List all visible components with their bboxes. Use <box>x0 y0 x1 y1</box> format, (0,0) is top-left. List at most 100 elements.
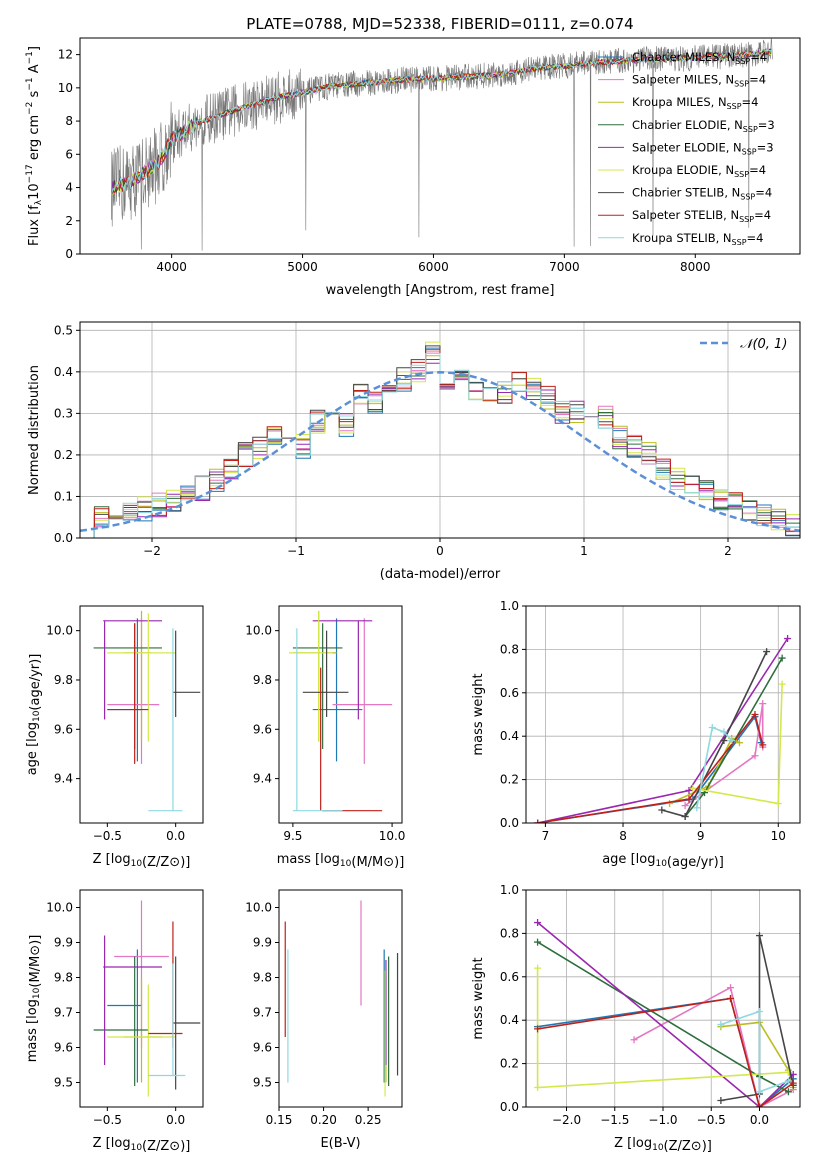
series-chabrier-stelib-marker <box>658 806 666 814</box>
age-vs-Z-ytick-label: 10.0 <box>46 624 73 638</box>
spectrum-ytick-label: 10 <box>58 81 73 95</box>
weight-vs-age-ytick-label: 0.4 <box>500 729 519 743</box>
weight-vs-age-ytick-label: 0.0 <box>500 816 519 830</box>
series-chabrier-elodie-marker <box>534 938 542 946</box>
series-salpeter-miles-marker <box>630 1036 638 1044</box>
mass-vs-Z-ytick-label: 9.5 <box>54 1076 73 1090</box>
spectrum-xlabel: wavelength [Angstrom, rest frame] <box>326 283 555 298</box>
age-vs-Z-panel: −0.5 0.0 9.4 9.6 9.8 10.0 Z [log10(Z/Z⊙)] age [… <box>25 605 204 870</box>
weight-vs-Z-xtick-label: −2.0 <box>552 1113 581 1127</box>
series-salpeter-miles-line <box>633 986 794 1107</box>
age-vs-Z-plot-area <box>93 610 201 812</box>
weight-vs-Z-xtick-label: −0.5 <box>697 1113 726 1127</box>
weight-vs-Z-ytick-label: 0.4 <box>500 1013 519 1027</box>
residuals-xtick-label: 2 <box>724 544 732 558</box>
mass-vs-Z-axes-frame <box>79 889 204 1108</box>
mass-vs-EBV-ytick-label: 9.5 <box>253 1076 272 1090</box>
age-vs-mass-panel: 9.5 10.0 9.4 9.6 9.8 10.0 mass [log10(M/M⊙)] <box>245 605 406 870</box>
series-salpeter-elodie-marker <box>534 919 542 927</box>
age-vs-mass-xtick-label: 9.5 <box>283 829 302 843</box>
age-vs-mass-ytick-label: 10.0 <box>245 624 272 638</box>
age-vs-mass-ytick-label: 9.6 <box>253 722 272 736</box>
mass-vs-Z-xtick-label: 0.0 <box>166 1113 185 1127</box>
series-salpeter-stelib-marker <box>534 1025 542 1033</box>
series-chabrier-stelib-marker <box>681 812 689 820</box>
mass-vs-Z-ytick-label: 10.0 <box>46 901 73 915</box>
series-kroupa-elodie-marker <box>689 784 697 792</box>
legend-label-chabrier-miles: Chabrier MILES, NSSP=4 <box>632 50 767 66</box>
series-kroupa-stelib-marker <box>708 724 716 732</box>
gaussian-curve <box>79 371 801 532</box>
mass-vs-Z-xtick-label: −0.5 <box>93 1113 122 1127</box>
series-salpeter-stelib-marker <box>751 711 759 718</box>
weight-vs-age-xtick-label: 7 <box>542 829 550 843</box>
residuals-ytick-label: 0.4 <box>54 365 73 379</box>
residuals-xlabel: (data-model)/error <box>380 567 501 582</box>
series-chabrier-stelib-marker <box>755 932 763 940</box>
mass-vs-EBV-xtick-label: 0.20 <box>310 1113 337 1127</box>
age-vs-mass-xtick-label: 10.0 <box>379 829 406 843</box>
spectrum-panel: 4000 5000 6000 7000 8000 0 2 4 6 8 10 12 wavelength… <box>25 37 801 298</box>
mass-vs-EBV-xlabel: E(B-V) <box>320 1136 360 1151</box>
residuals-ytick-label: 0.3 <box>54 406 73 420</box>
figure-title: PLATE=0788, MJD=52338, FIBERID=0111, z=0… <box>246 15 633 33</box>
model-kroupa-stelib-line <box>110 49 772 195</box>
weight-vs-age-ytick-label: 0.8 <box>500 642 519 656</box>
age-vs-Z-ylabel: age [log10(age/yr)] <box>25 654 43 776</box>
series-kroupa-elodie-marker <box>534 1083 542 1091</box>
weight-vs-age-xtick-label: 10 <box>771 829 786 843</box>
series-kroupa-miles-line <box>720 1021 794 1088</box>
mass-vs-EBV-panel: 0.15 0.20 0.25 9.5 9.6 9.7 9.8 9.9 10.0 E(B-V) <box>245 889 403 1151</box>
mass-vs-EBV-ytick-label: 9.7 <box>253 1006 272 1020</box>
mass-vs-Z-ytick-label: 9.9 <box>54 936 73 950</box>
series-salpeter-elodie-marker <box>784 635 792 643</box>
weight-vs-Z-ytick-label: 0.8 <box>500 926 519 940</box>
model-kroupa-elodie-line <box>111 49 772 196</box>
weight-vs-age-axes-frame <box>525 605 801 824</box>
mass-vs-EBV-xtick-label: 0.15 <box>266 1113 293 1127</box>
series-salpeter-stelib-marker <box>759 741 767 749</box>
age-vs-Z-axes-frame <box>79 605 204 824</box>
series-salpeter-elodie-line <box>537 638 789 823</box>
series-kroupa-miles-marker <box>666 799 674 807</box>
spectrum-xtick-label: 5000 <box>287 260 318 274</box>
residuals-ytick-label: 0.5 <box>54 323 73 337</box>
spectrum-legend: Chabrier MILES, NSSP=4 Salpeter MILES, NS… <box>598 50 775 247</box>
legend-label-chabrier-stelib: Chabrier STELIB, NSSP=4 <box>632 186 772 202</box>
series-kroupa-elodie-marker <box>778 680 786 688</box>
age-vs-mass-plot-area <box>288 610 393 812</box>
series-kroupa-stelib-line <box>696 726 733 808</box>
mass-vs-Z-panel: −0.5 0.0 9.5 9.6 9.7 9.8 9.9 10.0 Z [log10(Z/Z⊙)… <box>25 889 204 1154</box>
spectrum-xtick-label: 4000 <box>156 260 187 274</box>
series-salpeter-elodie-line <box>537 921 794 1107</box>
residuals-xtick-label: −2 <box>143 544 161 558</box>
mass-vs-Z-ytick-label: 9.8 <box>54 971 73 985</box>
mass-vs-EBV-ytick-label: 9.8 <box>253 971 272 985</box>
spectrum-ytick-label: 8 <box>65 114 73 128</box>
series-salpeter-stelib-marker <box>727 995 735 1002</box>
legend-label-salpeter-miles: Salpeter MILES, NSSP=4 <box>632 73 766 89</box>
age-vs-Z-xtick-label: 0.0 <box>166 829 185 843</box>
mass-vs-EBV-xtick-label: 0.25 <box>355 1113 382 1127</box>
weight-vs-age-xlabel: age [log10(age/yr)] <box>602 852 724 870</box>
series-salpeter-stelib-marker <box>685 795 693 803</box>
mass-vs-EBV-ytick-label: 10.0 <box>245 901 272 915</box>
spectrum-xtick-label: 7000 <box>549 260 580 274</box>
series-salpeter-miles-marker <box>759 700 767 708</box>
gaussian-legend-label: 𝒩(0, 1) <box>740 337 787 352</box>
series-kroupa-stelib-marker <box>784 1077 792 1085</box>
weight-vs-Z-xtick-label: −1.5 <box>600 1113 629 1127</box>
weight-vs-Z-ytick-label: 0.2 <box>500 1057 519 1071</box>
legend-label-salpeter-elodie: Salpeter ELODIE, NSSP=3 <box>632 140 774 156</box>
residuals-series <box>79 341 801 539</box>
spectrum-xtick-label: 6000 <box>418 260 449 274</box>
mass-vs-EBV-axes-frame <box>278 889 403 1108</box>
spectrum-ytick-label: 6 <box>65 147 73 161</box>
mass-vs-Z-ytick-label: 9.6 <box>54 1041 73 1055</box>
residuals-panel: −2 −1 0 1 2 0.0 0.1 0.2 0.3 0.4 0.5 (data-model)/e… <box>27 321 801 582</box>
residuals-ylabel: Normed distribution <box>27 365 42 495</box>
weight-vs-Z-panel: −2.0 −1.5 −1.0 −0.5 0.0 0.0 0.2 0.4 0.6 0.8 1.0 Z [… <box>471 883 801 1154</box>
series-chabrier-elodie-marker <box>778 654 786 662</box>
spectrum-ytick-label: 0 <box>65 247 73 261</box>
